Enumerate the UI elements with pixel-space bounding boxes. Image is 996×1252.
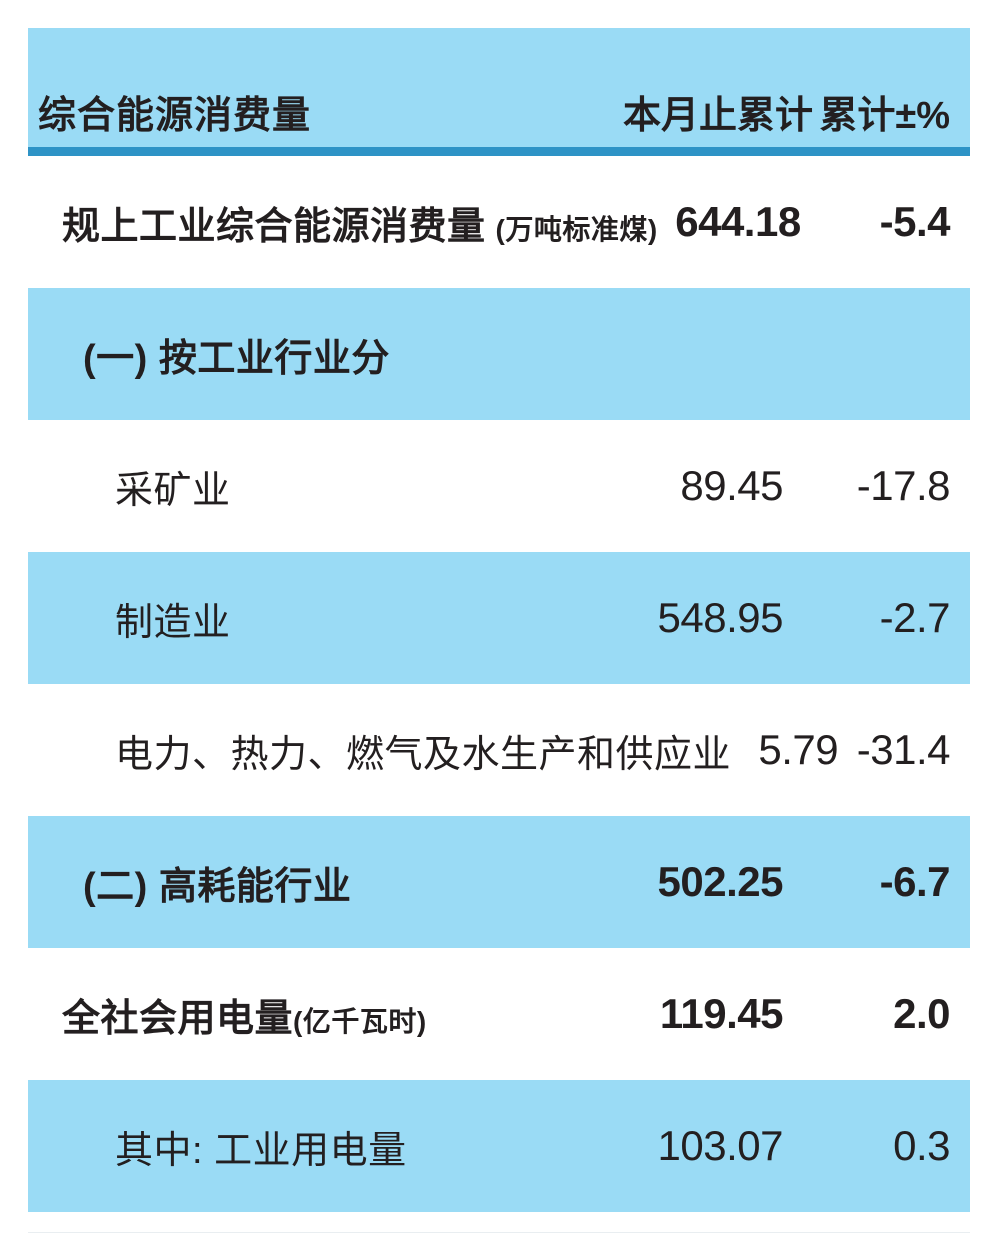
table-row: (一) 按工业行业分	[28, 288, 970, 420]
row-pct: -2.7	[879, 594, 951, 641]
row-label: (二) 高耗能行业	[28, 855, 623, 910]
row-pct: -31.4	[856, 726, 951, 773]
table-header-row: 综合能源消费量 本月止累计 累计±%	[28, 28, 970, 156]
table-row: 制造业 548.95 -2.7	[28, 552, 970, 684]
row-label-text: 制造业	[115, 601, 231, 644]
energy-consumption-table: 综合能源消费量 本月止累计 累计±% 规上工业综合能源消费量 (万吨标准煤) 64…	[28, 28, 970, 1212]
page-divider	[28, 1232, 970, 1233]
row-label-text: (一) 按工业行业分	[83, 337, 390, 380]
row-value: 119.45	[659, 990, 784, 1037]
row-label-text: 其中: 工业用电量	[115, 1129, 407, 1172]
row-label-text: 规上工业综合能源消费量	[62, 205, 486, 248]
row-value: 5.79	[758, 726, 839, 773]
table-row: 全社会用电量(亿千瓦时) 119.45 2.0	[28, 948, 970, 1080]
row-label: 制造业	[28, 591, 623, 646]
row-label: (一) 按工业行业分	[28, 327, 623, 382]
row-value: 103.07	[657, 1122, 784, 1169]
row-label-text: 全社会用电量	[62, 997, 294, 1040]
row-label-text: 电力、热力、燃气及水生产和供应业	[115, 733, 732, 776]
row-unit: (亿千瓦时)	[293, 1005, 427, 1037]
row-pct: 2.0	[893, 990, 950, 1037]
row-value: 548.95	[657, 594, 784, 641]
row-label-text: 采矿业	[115, 469, 231, 512]
row-value: 644.18	[675, 198, 801, 245]
row-pct: -17.8	[856, 462, 951, 509]
row-value: 502.25	[657, 858, 784, 905]
row-label: 采矿业	[28, 459, 623, 514]
table-row: 规上工业综合能源消费量 (万吨标准煤) 644.18 -5.4	[28, 156, 970, 288]
header-title: 综合能源消费量	[38, 95, 312, 137]
header-col-pct: 累计±%	[819, 95, 950, 137]
row-label-text: (二) 高耗能行业	[83, 865, 352, 908]
row-pct: -5.4	[879, 198, 951, 245]
table-row: 采矿业 89.45 -17.8	[28, 420, 970, 552]
row-label: 其中: 工业用电量	[28, 1119, 623, 1174]
table-row: 电力、热力、燃气及水生产和供应业 5.79 -31.4	[28, 684, 970, 816]
row-unit: (万吨标准煤)	[495, 213, 658, 245]
table-row: (二) 高耗能行业 502.25 -6.7	[28, 816, 970, 948]
row-label: 电力、热力、燃气及水生产和供应业	[28, 723, 731, 778]
table-row: 其中: 工业用电量 103.07 0.3	[28, 1080, 970, 1212]
row-value: 89.45	[680, 462, 783, 509]
row-pct: -6.7	[879, 858, 951, 905]
header-col-cumulative: 本月止累计	[623, 95, 814, 137]
row-pct: 0.3	[893, 1122, 950, 1169]
row-label: 全社会用电量(亿千瓦时)	[28, 987, 623, 1042]
row-label: 规上工业综合能源消费量 (万吨标准煤)	[28, 195, 658, 250]
